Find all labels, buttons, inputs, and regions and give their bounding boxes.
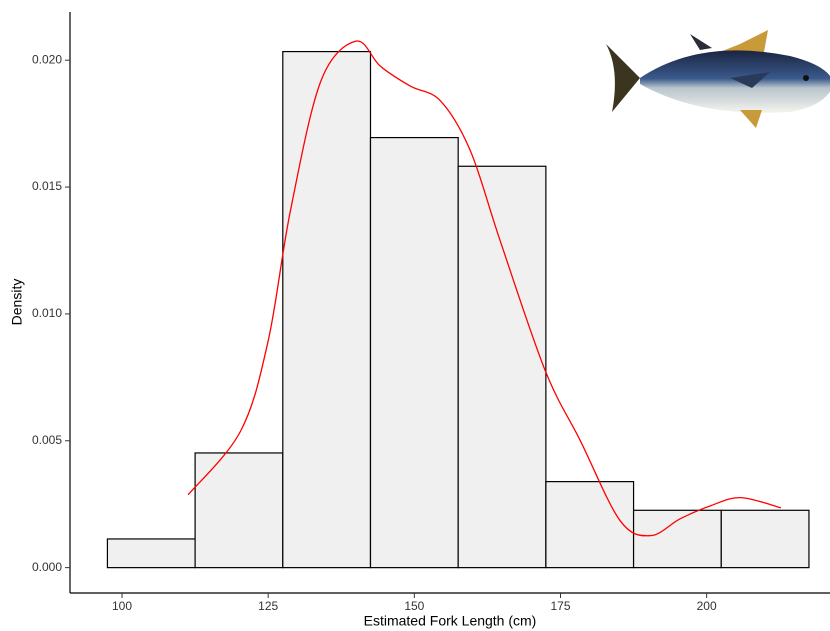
x-axis-title: Estimated Fork Length (cm) <box>364 613 537 629</box>
x-tick-label: 150 <box>404 599 424 613</box>
y-tick-label: 0.005 <box>32 433 62 447</box>
bar <box>720 509 810 569</box>
y-tick-label: 0.000 <box>32 560 62 574</box>
density-curve <box>187 40 782 537</box>
x-tick-label: 125 <box>258 599 278 613</box>
tuna-illustration <box>606 30 830 128</box>
bar <box>282 50 372 569</box>
bar <box>632 509 722 569</box>
bar <box>545 481 635 569</box>
y-tick-label: 0.020 <box>32 52 62 66</box>
bar <box>457 165 547 569</box>
bar <box>194 452 284 569</box>
x-tick-label: 200 <box>697 599 717 613</box>
x-tick-label: 100 <box>112 599 132 613</box>
x-tick-label: 175 <box>550 599 570 613</box>
y-tick-label: 0.015 <box>32 179 62 193</box>
y-axis-title: Density <box>9 279 25 326</box>
y-tick-label: 0.010 <box>32 306 62 320</box>
bar <box>106 538 196 569</box>
bar <box>369 136 459 569</box>
